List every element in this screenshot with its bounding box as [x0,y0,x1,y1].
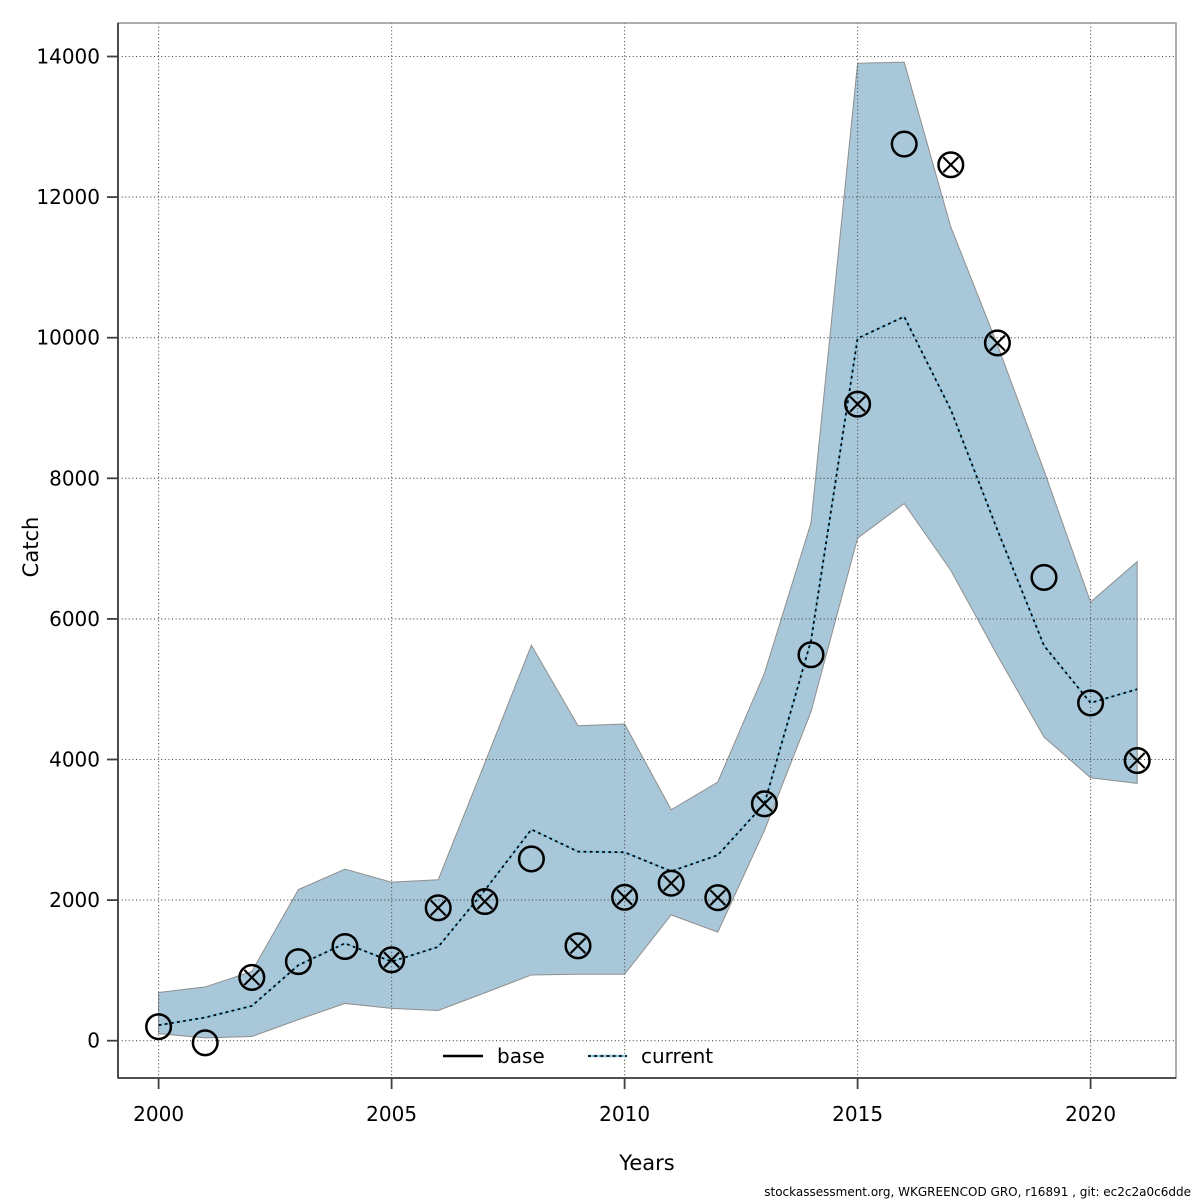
y-tick-label: 4000 [49,748,100,772]
current-line-layer [158,315,1138,1027]
base-point-2014 [797,641,825,669]
base-point-2013 [750,790,778,818]
base-point-2019 [1030,563,1058,591]
axes-layer [107,22,1177,1089]
y-axis-label: Catch [19,517,43,578]
y-tick-label: 12000 [36,185,100,209]
base-point-x-mark [849,395,866,413]
base-point-2001 [191,1029,219,1057]
base-point-2008 [517,845,545,873]
x-tick-label: 2000 [133,1102,184,1126]
x-tick-label: 2005 [366,1102,417,1126]
legend-label-base: base [497,1044,545,1068]
legend: base current [443,1044,713,1068]
base-point-x-mark [243,969,261,986]
base-point-2011 [657,869,685,897]
base-point-x-mark [429,899,447,917]
base-point-2021 [1123,747,1151,775]
base-point-2000 [145,1013,173,1041]
base-point-x-mark [616,889,633,906]
base-point-x-mark [662,874,680,892]
tick-labels-layer: 0 2000 4000 6000 8000 10000 12000 14000 2000 2005… [36,45,1116,1127]
x-tick-label: 2010 [599,1102,650,1126]
base-point-x-mark [989,334,1006,352]
base-point-2009 [564,932,592,960]
y-tick-label: 14000 [36,45,100,69]
y-tick-label: 8000 [49,466,100,490]
x-tick-label: 2020 [1065,1102,1116,1126]
base-point-x-mark [1128,752,1146,769]
legend-label-current: current [641,1044,713,1068]
base-point-2007 [471,887,499,916]
base-point-2017 [937,151,965,179]
y-tick-label: 6000 [49,607,100,631]
current-line [158,315,1138,1027]
base-point-x-mark [383,951,400,969]
y-tick-label: 10000 [36,326,100,350]
confidence-band-layer [158,61,1138,1039]
confidence-band-area [158,61,1138,1039]
y-tick-label: 0 [87,1029,100,1053]
base-point-2012 [704,884,732,912]
base-point-2002 [238,963,266,991]
base-point-x-mark [476,893,494,910]
base-point-x-mark [569,937,587,955]
base-point-2005 [378,946,406,974]
base-point-2010 [611,883,639,911]
base-point-x-mark [756,795,773,813]
y-tick-label: 2000 [49,888,100,912]
footer-credit: stockassessment.org, WKGREENCOD GRO, r16… [764,1185,1191,1199]
base-point-2003 [284,948,312,976]
base-point-2015 [844,390,872,418]
base-point-2006 [424,894,452,922]
base-point-2020 [1077,689,1105,717]
base-point-x-mark [709,889,727,906]
base-points-layer [145,130,1151,1057]
x-axis-label: Years [618,1151,674,1175]
gridlines-layer [118,23,1176,1078]
x-tick-label: 2015 [832,1102,883,1126]
base-point-x-mark [942,156,960,174]
base-point-2016 [890,130,918,158]
base-point-2018 [983,329,1011,357]
base-point-2004 [331,932,359,961]
